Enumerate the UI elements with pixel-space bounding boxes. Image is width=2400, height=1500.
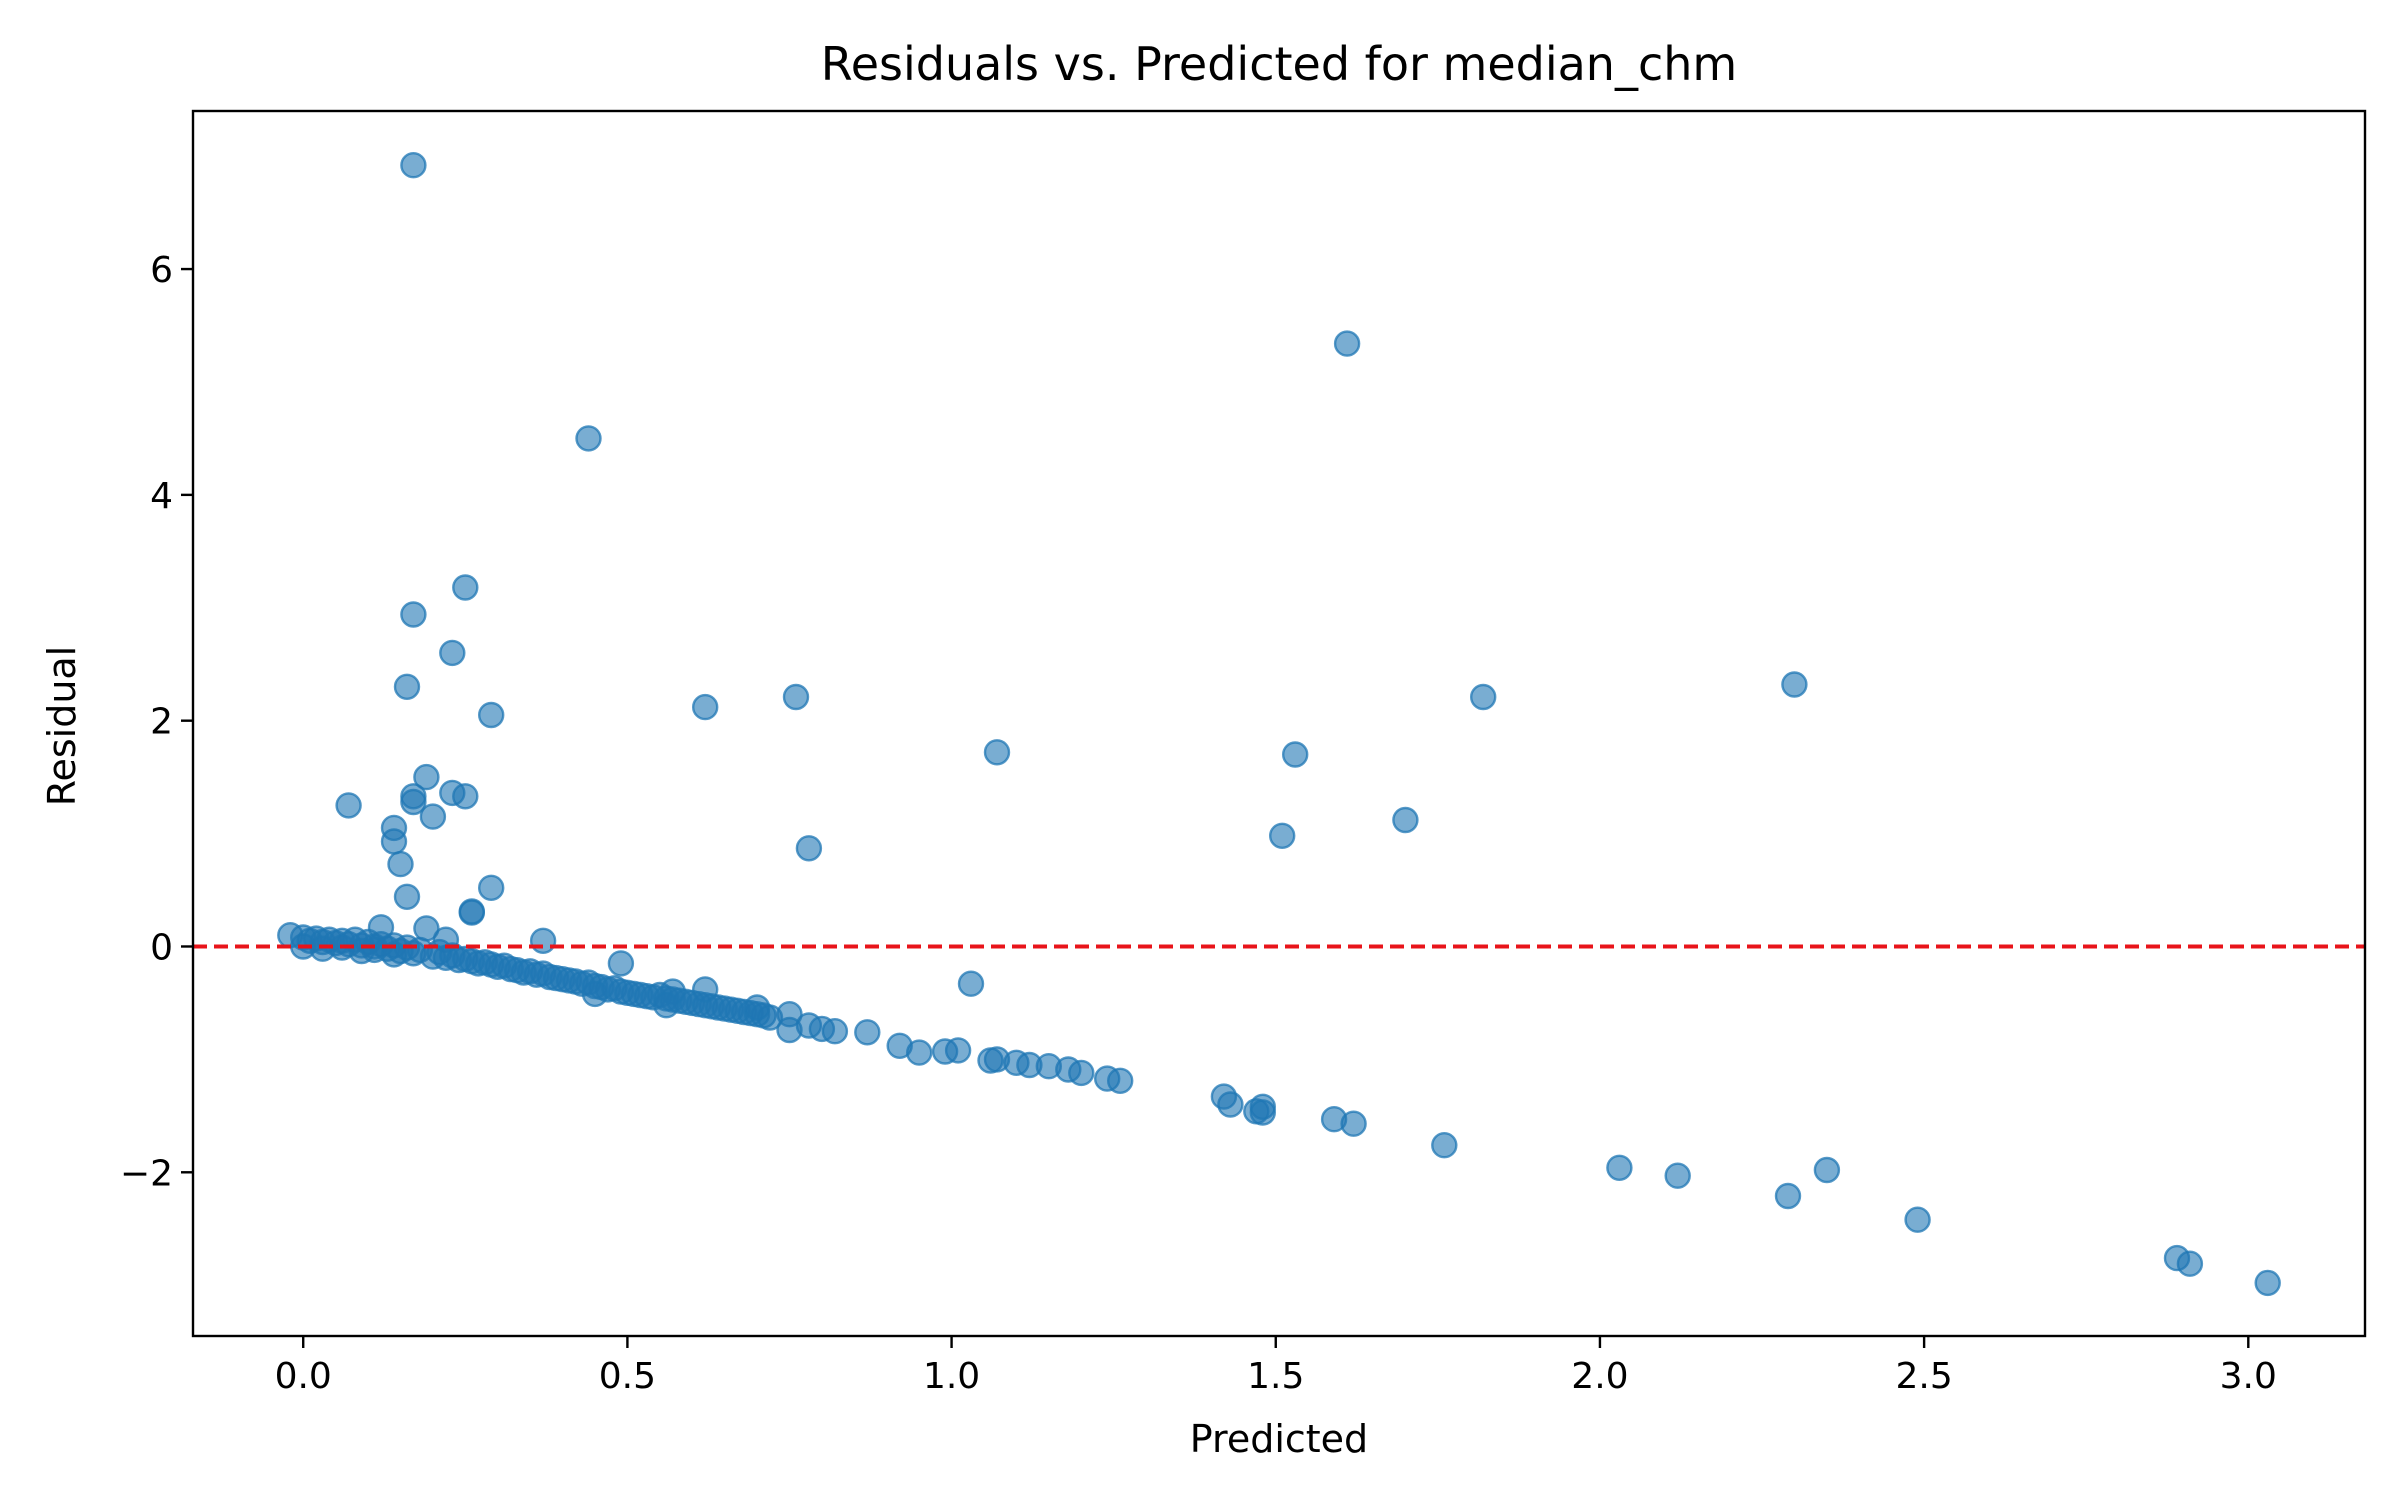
scatter-point-10 — [1469, 683, 1497, 711]
scatter-point-144 — [1249, 1099, 1277, 1126]
scatter-point-31 — [529, 927, 557, 954]
scatter-point-129 — [944, 1037, 972, 1064]
scatter-point-148 — [1606, 1154, 1633, 1182]
scatter-point-3 — [452, 574, 479, 601]
scatter-point-141 — [1217, 1091, 1244, 1118]
scatter-point-11 — [1781, 671, 1808, 698]
scatter-point-147 — [1431, 1131, 1458, 1159]
y-axis: −2 0 2 4 6 — [120, 250, 193, 1194]
scatter-point-18 — [400, 788, 427, 816]
scatter-point-150 — [1774, 1182, 1802, 1210]
scatter-point-23 — [380, 828, 408, 855]
scatter-point-13 — [1281, 741, 1309, 768]
y-tick-label: −2 — [120, 1153, 173, 1194]
plot-area — [193, 151, 2365, 1297]
x-tick-label: 2.5 — [1895, 1356, 1952, 1397]
scatter-point-6 — [393, 673, 421, 700]
y-tick-label: 0 — [150, 927, 173, 968]
y-tick-label: 2 — [150, 702, 173, 743]
scatter-point-5 — [439, 639, 466, 667]
x-axis: 0.0 0.5 1.0 1.5 2.0 2.5 3.0 — [275, 1336, 2277, 1397]
x-tick-label: 0.5 — [599, 1356, 656, 1397]
scatter-point-0 — [400, 151, 427, 179]
scatter-point-1 — [1333, 330, 1361, 357]
scatter-point-117 — [581, 980, 609, 1008]
plot-frame — [191, 109, 2367, 1338]
scatter-point-115 — [692, 976, 719, 1003]
y-tick-label: 6 — [150, 250, 173, 291]
x-tick-label: 0.0 — [275, 1356, 332, 1397]
scatter-point-20 — [419, 803, 447, 830]
scatter-point-124 — [821, 1017, 849, 1045]
scatter-point-24 — [1268, 822, 1296, 849]
scatter-point-8 — [692, 693, 719, 721]
scatter-point-21 — [1392, 806, 1419, 834]
scatter-point-146 — [1340, 1110, 1367, 1137]
x-tick-label: 1.5 — [1247, 1356, 1304, 1397]
scatter-point-28 — [393, 883, 421, 910]
scatter-point-9 — [782, 683, 810, 711]
scatter-point-125 — [854, 1019, 881, 1046]
scatter-point-2 — [575, 425, 602, 452]
scatter-point-155 — [2254, 1269, 2281, 1297]
y-tick-label: 4 — [150, 476, 173, 517]
scatter-point-118 — [653, 992, 680, 1019]
x-axis-title: Predicted — [1190, 1417, 1368, 1461]
scatter-point-26 — [387, 850, 414, 878]
scatter-point-137 — [1068, 1059, 1095, 1087]
scatter-point-127 — [906, 1039, 933, 1066]
chart-title: Residuals vs. Predicted for median_chm — [821, 37, 1737, 91]
scatter-point-151 — [1813, 1156, 1841, 1184]
scatter-point-27 — [478, 874, 505, 901]
x-tick-label: 3.0 — [2220, 1356, 2277, 1397]
scatter-point-130 — [957, 970, 985, 997]
scatter-point-19 — [335, 792, 362, 819]
scatter-point-35 — [607, 950, 635, 977]
y-axis-title: Residual — [40, 646, 84, 806]
scatter-point-149 — [1664, 1162, 1691, 1189]
x-tick-label: 2.0 — [1571, 1356, 1628, 1397]
scatter-point-119 — [743, 994, 771, 1021]
scatter-point-154 — [2176, 1250, 2204, 1277]
scatter-point-16 — [452, 783, 479, 810]
scatter-point-139 — [1106, 1067, 1134, 1095]
scatter-point-12 — [983, 739, 1011, 766]
scatter-point-25 — [795, 835, 823, 862]
scatter-point-4 — [400, 601, 427, 628]
scatter-point-7 — [478, 701, 505, 729]
x-tick-label: 1.0 — [923, 1356, 980, 1397]
scatter-point-152 — [1904, 1206, 1931, 1233]
scatter-point-14 — [413, 763, 440, 791]
scatter-point-30 — [458, 899, 485, 926]
